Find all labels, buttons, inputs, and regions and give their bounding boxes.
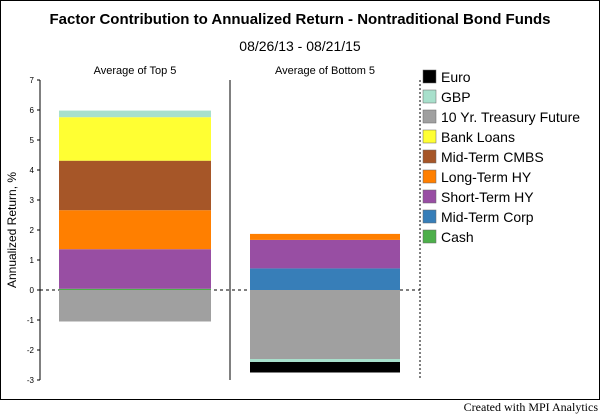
bar-segment: [59, 290, 211, 322]
legend-label: 10 Yr. Treasury Future: [441, 109, 580, 125]
y-tick-label: 4: [30, 166, 35, 175]
y-tick-label: 7: [30, 76, 35, 85]
legend-swatch: [422, 209, 437, 224]
bar-segment: [59, 160, 211, 211]
bar-segment: [250, 290, 400, 359]
bar-segment: [250, 233, 400, 240]
legend-swatch: [422, 169, 437, 184]
y-tick-label: 0: [30, 286, 35, 295]
legend-label: Cash: [441, 229, 474, 245]
bar-segment: [59, 288, 211, 290]
y-tick-label: -3: [27, 376, 35, 385]
bars: [59, 110, 400, 373]
bar-segment: [250, 359, 400, 362]
bar-segment: [250, 268, 400, 290]
chart-title: Factor Contribution to Annualized Return…: [49, 11, 551, 28]
bar-segment: [250, 362, 400, 373]
legend-swatch: [422, 189, 437, 204]
y-tick-label: -1: [27, 316, 35, 325]
y-tick-label: 5: [30, 136, 35, 145]
bar-segment: [59, 110, 211, 118]
legend: Euro GBP 10 Yr. Treasury Future Bank Loans M…: [422, 69, 580, 245]
legend-label: Mid-Term Corp: [441, 209, 534, 225]
category-label: Average of Top 5: [94, 65, 177, 77]
credit-text: Created with MPI Analytics: [463, 400, 598, 414]
legend-label: Mid-Term CMBS: [441, 149, 544, 165]
labels: Annualized Return, % Average of Top 5 Aver…: [5, 65, 375, 288]
y-tick-label: 1: [30, 256, 35, 265]
y-tick-label: 3: [30, 196, 35, 205]
legend-swatch: [422, 109, 437, 124]
legend-label: Long-Term HY: [441, 169, 532, 185]
chart-subtitle: 08/26/13 - 08/21/15: [239, 38, 361, 54]
chart-plot: -3 -2 -1 0 1 2 3 4 5 6 7 Annualized Return, % Avera…: [5, 65, 580, 385]
y-tick-label: 2: [30, 226, 35, 235]
legend-label: GBP: [441, 89, 471, 105]
legend-swatch: [422, 89, 437, 104]
legend-swatch: [422, 229, 437, 244]
axes: -3 -2 -1 0 1 2 3 4 5 6 7: [27, 76, 421, 385]
y-axis-label: Annualized Return, %: [5, 172, 19, 288]
legend-swatch: [422, 129, 437, 144]
legend-label: Short-Term HY: [441, 189, 534, 205]
y-tick-label: 6: [30, 106, 35, 115]
legend-swatch: [422, 69, 437, 84]
legend-label: Euro: [441, 69, 471, 85]
legend-label: Bank Loans: [441, 129, 515, 145]
legend-swatch: [422, 149, 437, 164]
category-label: Average of Bottom 5: [275, 65, 375, 77]
bar-segment: [59, 210, 211, 250]
bar-segment: [59, 117, 211, 161]
y-tick-label: -2: [27, 346, 35, 355]
bar-segment: [250, 239, 400, 269]
bar-segment: [59, 249, 211, 289]
